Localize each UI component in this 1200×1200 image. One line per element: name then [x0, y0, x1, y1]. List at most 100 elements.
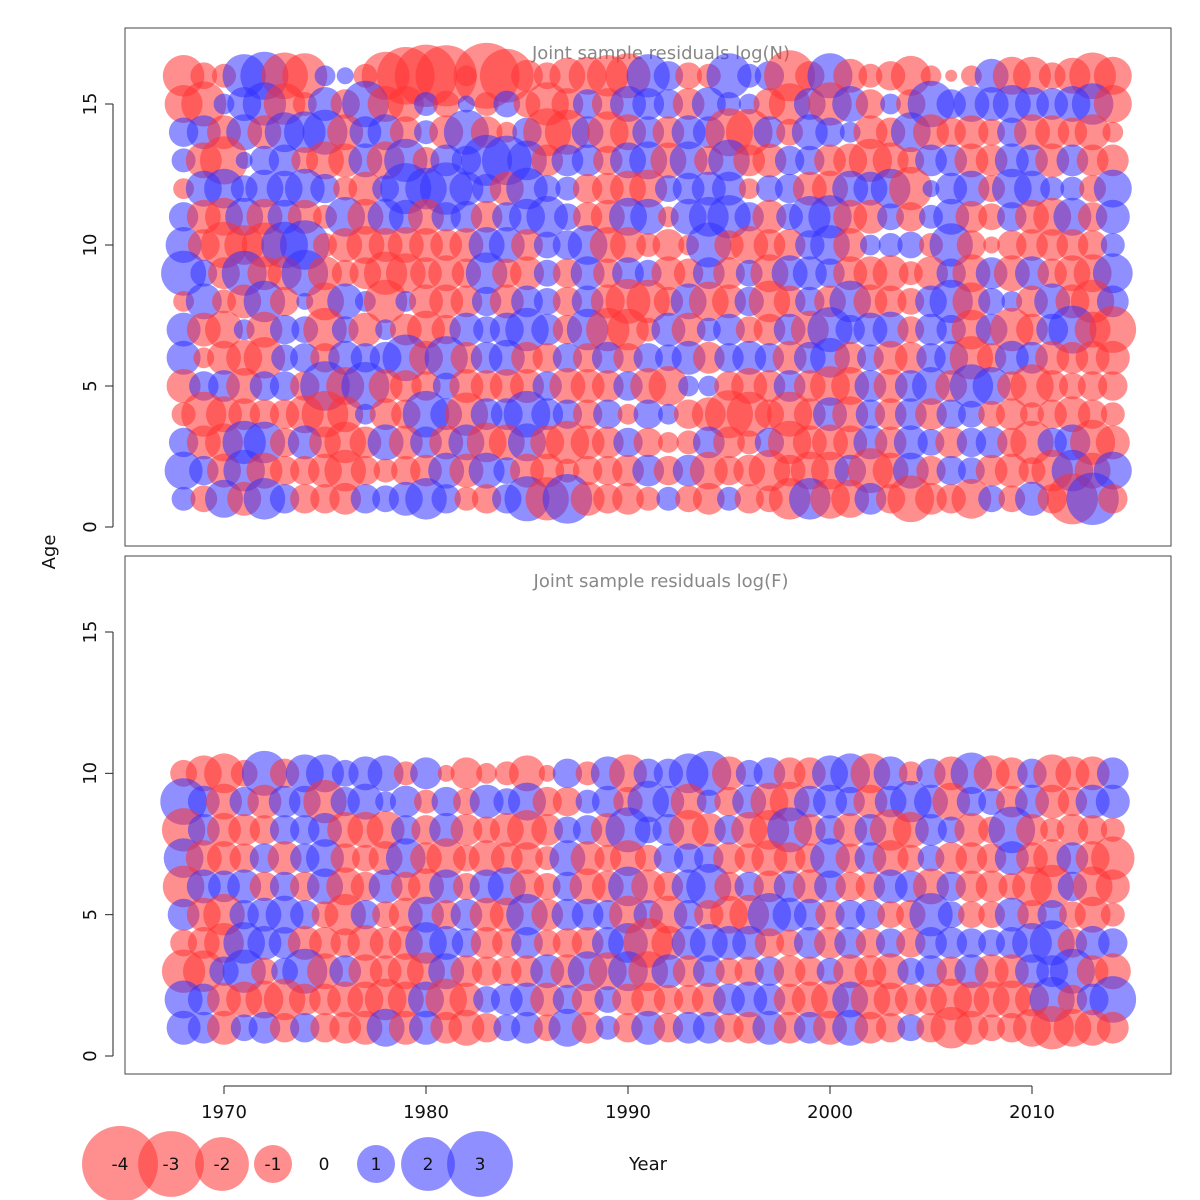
negative-residual-bubble — [571, 1011, 604, 1044]
negative-residual-bubble — [734, 484, 764, 514]
negative-residual-bubble — [958, 901, 985, 929]
negative-residual-bubble — [1013, 56, 1051, 95]
negative-residual-bubble — [533, 929, 561, 957]
negative-residual-bubble — [853, 199, 888, 234]
positive-residual-bubble — [350, 484, 381, 514]
negative-residual-bubble — [571, 983, 604, 1016]
x-tick-label: 2000 — [807, 1102, 853, 1123]
negative-residual-bubble — [1093, 85, 1132, 123]
positive-residual-bubble — [678, 375, 699, 397]
plot-frame — [124, 27, 1172, 547]
y-tick-label: 5 — [80, 380, 101, 391]
negative-residual-bubble — [387, 86, 424, 122]
positive-residual-bubble — [327, 283, 364, 320]
legend-label: -2 — [214, 1155, 231, 1175]
negative-residual-bubble — [634, 844, 662, 872]
negative-residual-bubble — [1074, 896, 1111, 933]
negative-residual-bubble — [249, 815, 280, 845]
negative-residual-bubble — [833, 228, 868, 262]
positive-residual-bubble — [414, 92, 438, 116]
negative-residual-bubble — [511, 842, 543, 875]
positive-residual-bubble — [1089, 976, 1137, 1023]
negative-residual-bubble — [373, 458, 398, 483]
positive-residual-bubble — [978, 485, 1005, 513]
positive-residual-bubble — [1014, 170, 1050, 207]
negative-residual-bubble — [889, 166, 933, 211]
negative-residual-bubble — [617, 403, 639, 425]
negative-residual-bubble — [872, 142, 909, 179]
legend-bubble — [138, 1131, 204, 1197]
negative-residual-bubble — [249, 399, 280, 429]
negative-residual-bubble — [437, 764, 455, 782]
negative-residual-bubble — [474, 92, 499, 116]
y-axis-label: Age — [39, 535, 60, 570]
x-axis: 1970 1980 1990 2000 2010 — [201, 1085, 1055, 1123]
negative-residual-bubble — [1093, 56, 1132, 95]
negative-residual-bubble — [952, 282, 991, 321]
positive-residual-bubble — [526, 196, 568, 238]
negative-residual-bubble — [348, 171, 383, 206]
legend-label: 0 — [319, 1155, 330, 1175]
negative-residual-bubble — [855, 89, 886, 119]
positive-residual-bubble — [897, 231, 925, 259]
negative-residual-bubble — [1100, 402, 1125, 427]
negative-residual-bubble — [896, 202, 926, 232]
positive-residual-bubble — [717, 486, 741, 511]
positive-residual-bubble — [310, 173, 340, 204]
negative-residual-bubble — [510, 256, 544, 291]
negative-residual-bubble — [570, 841, 605, 876]
positive-residual-bubble — [922, 180, 940, 198]
positive-residual-bubble — [978, 288, 1005, 315]
positive-residual-bubble — [877, 203, 904, 231]
positive-residual-bubble — [290, 899, 320, 930]
positive-residual-bubble — [873, 756, 908, 791]
negative-residual-bubble — [954, 115, 989, 150]
positive-residual-bubble — [956, 786, 987, 817]
negative-residual-bubble — [858, 63, 883, 88]
negative-residual-bubble — [414, 789, 438, 814]
negative-residual-bubble — [509, 755, 545, 792]
negative-residual-bubble — [1096, 144, 1129, 177]
positive-residual-bubble — [1060, 176, 1085, 201]
negative-residual-bubble — [714, 871, 744, 902]
negative-residual-bubble — [269, 455, 300, 486]
negative-residual-bubble — [532, 343, 562, 373]
y-tick-label: 15 — [80, 621, 101, 644]
legend-bubble — [195, 1137, 249, 1191]
negative-residual-bubble — [200, 136, 248, 185]
positive-residual-bubble — [673, 843, 704, 873]
negative-residual-bubble — [204, 753, 244, 794]
positive-residual-bubble — [268, 144, 301, 177]
negative-residual-bubble — [426, 838, 467, 879]
positive-residual-bubble — [953, 170, 990, 207]
positive-residual-bubble — [936, 455, 966, 486]
plot-frame — [124, 555, 1172, 1075]
negative-residual-bubble — [983, 236, 1001, 254]
positive-residual-bubble — [1095, 199, 1130, 234]
negative-residual-bubble — [713, 426, 745, 459]
negative-residual-bubble — [1074, 114, 1111, 151]
negative-residual-bubble — [1059, 372, 1086, 400]
positive-residual-bubble — [1095, 784, 1130, 819]
negative-residual-bubble — [920, 65, 942, 87]
positive-residual-bubble — [756, 175, 783, 203]
negative-residual-bubble — [610, 840, 646, 877]
negative-residual-bubble — [538, 764, 556, 782]
legend-bubble — [254, 1145, 292, 1183]
negative-residual-bubble — [531, 813, 564, 846]
negative-residual-bubble — [636, 486, 661, 511]
positive-residual-bubble — [936, 399, 966, 429]
negative-residual-bubble — [945, 69, 958, 82]
negative-residual-bubble — [450, 813, 483, 846]
negative-residual-bubble — [610, 227, 646, 263]
negative-residual-bubble — [629, 169, 668, 208]
positive-residual-bubble — [249, 371, 280, 401]
y-tick-label: 5 — [80, 909, 101, 920]
positive-residual-bubble — [897, 1014, 925, 1042]
negative-residual-bubble — [363, 279, 408, 324]
positive-residual-bubble — [449, 312, 484, 347]
negative-residual-bubble — [510, 869, 544, 904]
negative-residual-bubble — [951, 478, 992, 519]
negative-residual-bubble — [1016, 813, 1048, 846]
